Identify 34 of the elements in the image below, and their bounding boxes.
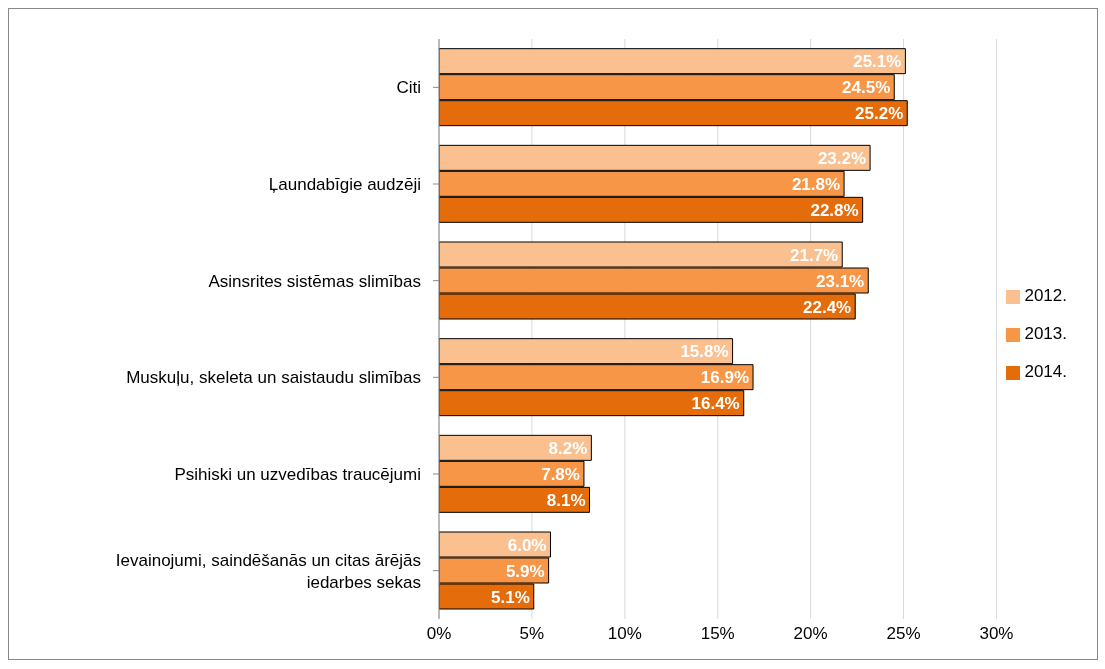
x-tick-label: 15% [700,624,735,644]
legend-label: 2013. [1024,324,1067,343]
data-label: 15.8% [680,342,729,362]
legend-label: 2014. [1024,362,1067,381]
x-tick-label: 25% [886,624,921,644]
data-label: 24.5% [842,78,891,98]
data-label: 25.2% [855,104,904,124]
data-label: 22.8% [810,200,859,220]
data-label: 6.0% [507,535,547,555]
y-tick-label: Ievainojumi, saindēšanās un citas ārējās iedarbes sekas [115,550,421,592]
data-label: 23.1% [816,271,865,291]
data-label: 16.9% [700,368,750,388]
x-tick-label: 5% [519,624,545,644]
data-label: 21.7% [790,245,839,265]
x-tick-label: 20% [793,624,828,644]
data-label: 8.2% [548,438,588,458]
data-label: 21.8% [791,174,841,194]
data-label: 8.1% [546,490,586,510]
data-label: 25.1% [853,52,902,72]
y-tick-label: Ļaundabīgie audzēji [268,175,421,194]
data-label: 23.2% [817,148,867,168]
data-label: 5.1% [491,587,530,607]
x-tick-label: 0% [426,624,452,644]
data-label: 22.4% [803,297,852,317]
data-label: 5.9% [505,561,545,581]
legend-label: 2012. [1024,286,1067,305]
data-label: 16.4% [691,394,740,414]
y-tick-label: Citi [396,78,421,98]
x-tick-label: 10% [607,624,642,644]
x-tick-label: 30% [979,624,1014,644]
data-label: 7.8% [541,464,580,484]
y-tick-label: Muskuļu, skeleta un saistaudu slimības [126,368,421,388]
y-tick-label: Psihiski un uzvedības traucējumi [174,465,421,484]
y-tick-label: Asinsrites sistēmas slimības [208,271,421,291]
